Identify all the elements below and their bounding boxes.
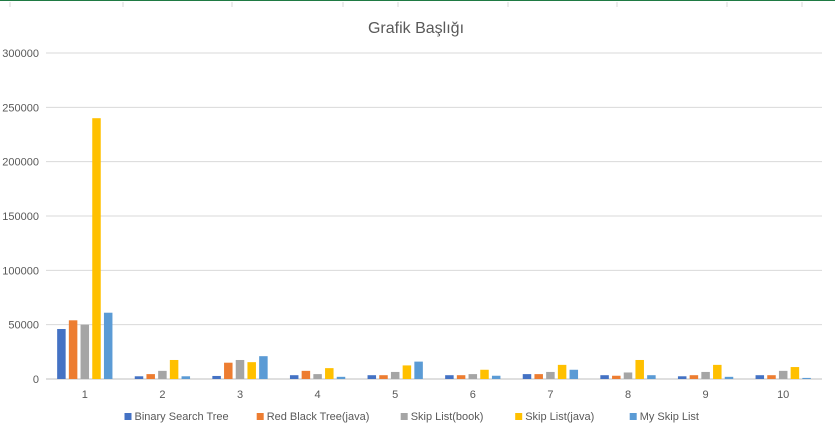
y-tick-label: 200000 <box>2 157 39 169</box>
bar-skip-list-book-6 <box>468 374 478 379</box>
bar-my-skip-list-8 <box>647 375 656 379</box>
bar-my-skip-list-10 <box>802 377 811 379</box>
bar-skip-list-book-5 <box>390 371 400 379</box>
x-tick-label: 7 <box>547 389 553 401</box>
bar-binary-search-tree-3 <box>212 375 221 379</box>
bar-skip-list-book-4 <box>313 374 322 379</box>
bar-binary-search-tree-9 <box>677 376 687 379</box>
legend-label: Skip List(java) <box>525 411 594 423</box>
bar-red-black-tree-java-6 <box>456 375 466 379</box>
y-axis: 0 50000 100000 150000 200000 250000 300000 <box>2 48 39 386</box>
y-tick-label: 250000 <box>2 102 39 114</box>
bar-red-black-tree-java-1 <box>68 320 78 379</box>
bar-binary-search-tree-10 <box>755 375 765 379</box>
legend[interactable]: Binary Search Tree Red Black Tree(java) Sk… <box>124 411 699 423</box>
legend-swatch <box>256 413 264 420</box>
x-tick-label: 9 <box>703 389 709 401</box>
legend-swatch <box>124 413 132 420</box>
y-tick-label: 50000 <box>8 320 39 332</box>
bar-skip-list-book-7 <box>546 371 555 379</box>
y-tick-label: 150000 <box>2 211 39 223</box>
bar-skip-list-book-3 <box>235 359 245 379</box>
bar-binary-search-tree-5 <box>367 375 377 379</box>
bar-binary-search-tree-2 <box>134 376 144 379</box>
legend-label: My Skip List <box>640 411 699 423</box>
bar-skip-list-java-7 <box>557 364 567 379</box>
bar-red-black-tree-java-3 <box>224 362 233 379</box>
bar-skip-list-java-8 <box>635 359 644 379</box>
bar-red-black-tree-java-4 <box>301 370 311 379</box>
bar-skip-list-java-10 <box>790 367 800 379</box>
legend-swatch <box>629 413 637 420</box>
legend-swatch <box>515 413 523 420</box>
bar-skip-list-book-10 <box>778 370 788 379</box>
bar-skip-list-book-1 <box>80 324 90 379</box>
bar-skip-list-java-1 <box>92 118 101 379</box>
bar-my-skip-list-3 <box>259 356 268 379</box>
bar-red-black-tree-java-7 <box>534 374 543 379</box>
bar-red-black-tree-java-5 <box>379 375 388 379</box>
bar-my-skip-list-1 <box>103 312 113 379</box>
bars <box>57 118 811 379</box>
bar-skip-list-book-2 <box>158 370 167 379</box>
legend-swatch <box>400 413 408 420</box>
bar-skip-list-java-3 <box>247 362 256 379</box>
x-tick-label: 1 <box>82 389 88 401</box>
bar-skip-list-java-2 <box>169 359 179 379</box>
bar-red-black-tree-java-8 <box>612 375 621 379</box>
y-tick-label: 300000 <box>2 48 39 60</box>
x-tick-label: 6 <box>470 389 476 401</box>
bar-binary-search-tree-8 <box>600 375 609 379</box>
bar-my-skip-list-9 <box>724 376 734 379</box>
bar-red-black-tree-java-2 <box>146 374 155 379</box>
x-tick-label: 8 <box>625 389 631 401</box>
bar-skip-list-java-9 <box>713 364 722 379</box>
x-tick-label: 4 <box>315 389 321 401</box>
bar-red-black-tree-java-10 <box>767 375 776 379</box>
y-tick-label: 0 <box>33 374 39 386</box>
bar-skip-list-book-9 <box>701 371 710 379</box>
x-tick-label: 2 <box>159 389 165 401</box>
bar-red-black-tree-java-9 <box>689 375 699 379</box>
x-tick-label: 10 <box>777 389 789 401</box>
bar-my-skip-list-7 <box>569 369 579 379</box>
bar-skip-list-book-8 <box>623 372 633 379</box>
bar-binary-search-tree-4 <box>289 375 299 379</box>
x-tick-label: 3 <box>237 389 243 401</box>
bar-binary-search-tree-7 <box>522 374 532 379</box>
bar-my-skip-list-2 <box>181 376 191 379</box>
chart-title: Grafik Başlığı <box>368 20 464 37</box>
frame-handle-marks <box>9 2 803 7</box>
bar-binary-search-tree-6 <box>445 375 454 379</box>
bar-binary-search-tree-1 <box>57 329 66 379</box>
bar-skip-list-java-5 <box>402 365 412 379</box>
bar-skip-list-java-4 <box>325 368 334 379</box>
bar-my-skip-list-5 <box>414 361 423 379</box>
bar-my-skip-list-4 <box>336 376 346 379</box>
y-tick-label: 100000 <box>2 265 39 277</box>
bar-my-skip-list-6 <box>491 375 501 379</box>
x-tick-label: 5 <box>392 389 398 401</box>
bar-skip-list-java-6 <box>480 369 489 379</box>
legend-label: Binary Search Tree <box>135 411 229 423</box>
legend-label: Red Black Tree(java) <box>267 411 370 423</box>
x-axis: 1 2 3 4 5 6 7 8 9 10 <box>82 389 790 401</box>
legend-label: Skip List(book) <box>411 411 484 423</box>
gridlines <box>46 52 822 380</box>
